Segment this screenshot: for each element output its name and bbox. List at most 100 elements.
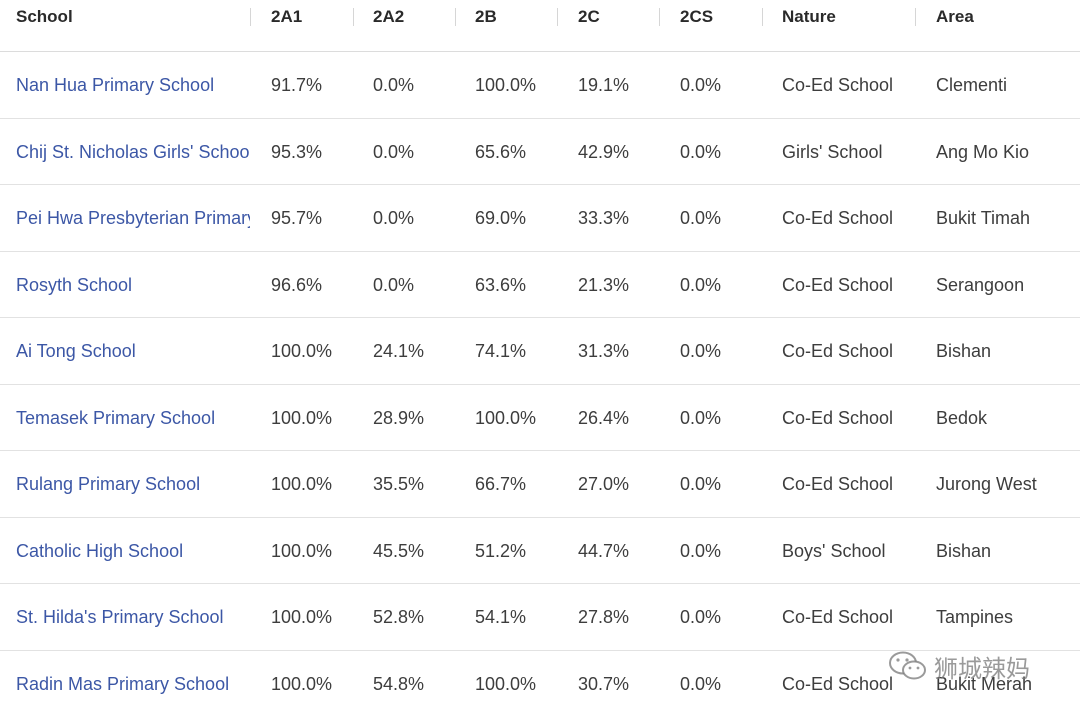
cell-2b: 54.1% — [475, 584, 557, 650]
table-header: School 2A1 2A2 2B 2C 2CS Nature Area — [0, 0, 1080, 52]
school-name[interactable]: St. Hilda's Primary School — [16, 607, 224, 628]
cell-2cs: 0.0% — [680, 651, 762, 717]
school-name[interactable]: Nan Hua Primary School — [16, 75, 214, 96]
cell-2c: 33.3% — [578, 185, 660, 251]
cell-2c: 31.3% — [578, 318, 660, 384]
cell-2a1: 100.0% — [271, 651, 353, 717]
cell-2a2: 0.0% — [373, 252, 455, 318]
cell-area: Bedok — [936, 385, 1076, 451]
school-name[interactable]: Rosyth School — [16, 275, 132, 296]
table-row: Pei Hwa Presbyterian Primary School 95.7… — [0, 185, 1080, 252]
watermark-text: 狮城辣妈 — [934, 649, 1030, 684]
cell-2cs: 0.0% — [680, 119, 762, 185]
table-row: Ai Tong School 100.0% 24.1% 74.1% 31.3% … — [0, 318, 1080, 385]
cell-nature: Boys' School — [782, 518, 914, 584]
cell-2c: 21.3% — [578, 252, 660, 318]
school-link[interactable]: Nan Hua Primary School — [16, 52, 250, 118]
cell-2a2: 35.5% — [373, 451, 455, 517]
header-school[interactable]: School — [16, 0, 250, 51]
school-name[interactable]: Ai Tong School — [16, 341, 136, 362]
cell-2a2: 54.8% — [373, 651, 455, 717]
cell-2a1: 100.0% — [271, 318, 353, 384]
table-row: Rosyth School 96.6% 0.0% 63.6% 21.3% 0.0… — [0, 252, 1080, 319]
cell-2cs: 0.0% — [680, 584, 762, 650]
column-divider — [915, 8, 916, 26]
table-row: Chij St. Nicholas Girls' School 95.3% 0.… — [0, 119, 1080, 186]
cell-2a2: 0.0% — [373, 185, 455, 251]
cell-area: Bishan — [936, 518, 1076, 584]
column-divider — [455, 8, 456, 26]
cell-2c: 26.4% — [578, 385, 660, 451]
cell-2c: 27.0% — [578, 451, 660, 517]
cell-2c: 30.7% — [578, 651, 660, 717]
school-link[interactable]: Chij St. Nicholas Girls' School — [16, 119, 250, 185]
table-row: Catholic High School 100.0% 45.5% 51.2% … — [0, 518, 1080, 585]
header-2a1[interactable]: 2A1 — [271, 0, 353, 51]
cell-2cs: 0.0% — [680, 52, 762, 118]
cell-nature: Girls' School — [782, 119, 914, 185]
column-divider — [557, 8, 558, 26]
cell-2b: 100.0% — [475, 52, 557, 118]
table-row: Temasek Primary School 100.0% 28.9% 100.… — [0, 385, 1080, 452]
watermark: 狮城辣妈 — [888, 646, 1030, 686]
cell-nature: Co-Ed School — [782, 252, 914, 318]
header-2a2[interactable]: 2A2 — [373, 0, 455, 51]
table-row: Rulang Primary School 100.0% 35.5% 66.7%… — [0, 451, 1080, 518]
cell-area: Tampines — [936, 584, 1076, 650]
header-nature[interactable]: Nature — [782, 0, 914, 51]
cell-2c: 44.7% — [578, 518, 660, 584]
cell-2cs: 0.0% — [680, 185, 762, 251]
school-name[interactable]: Catholic High School — [16, 541, 183, 562]
header-2c[interactable]: 2C — [578, 0, 660, 51]
cell-2b: 66.7% — [475, 451, 557, 517]
school-link[interactable]: Ai Tong School — [16, 318, 250, 384]
school-link[interactable]: Pei Hwa Presbyterian Primary School — [16, 185, 250, 251]
cell-area: Clementi — [936, 52, 1076, 118]
column-divider — [762, 8, 763, 26]
cell-2b: 74.1% — [475, 318, 557, 384]
cell-2cs: 0.0% — [680, 252, 762, 318]
header-2cs[interactable]: 2CS — [680, 0, 762, 51]
cell-nature: Co-Ed School — [782, 52, 914, 118]
wechat-icon — [888, 649, 928, 683]
school-link[interactable]: St. Hilda's Primary School — [16, 584, 250, 650]
cell-area: Jurong West — [936, 451, 1076, 517]
header-area[interactable]: Area — [936, 0, 1076, 51]
school-name[interactable]: Radin Mas Primary School — [16, 674, 229, 695]
school-name[interactable]: Rulang Primary School — [16, 474, 200, 495]
cell-2b: 65.6% — [475, 119, 557, 185]
cell-2a1: 100.0% — [271, 451, 353, 517]
cell-2a1: 95.3% — [271, 119, 353, 185]
school-link[interactable]: Rulang Primary School — [16, 451, 250, 517]
cell-2a1: 91.7% — [271, 52, 353, 118]
cell-area: Bishan — [936, 318, 1076, 384]
school-link[interactable]: Radin Mas Primary School — [16, 651, 250, 717]
cell-2c: 42.9% — [578, 119, 660, 185]
cell-2a2: 45.5% — [373, 518, 455, 584]
cell-2b: 100.0% — [475, 385, 557, 451]
school-name[interactable]: Pei Hwa Presbyterian Primary School — [16, 208, 250, 229]
cell-2c: 19.1% — [578, 52, 660, 118]
cell-2b: 100.0% — [475, 651, 557, 717]
school-name[interactable]: Chij St. Nicholas Girls' School — [16, 142, 250, 163]
cell-area: Serangoon — [936, 252, 1076, 318]
cell-nature: Co-Ed School — [782, 385, 914, 451]
school-link[interactable]: Catholic High School — [16, 518, 250, 584]
cell-nature: Co-Ed School — [782, 318, 914, 384]
cell-2a2: 28.9% — [373, 385, 455, 451]
school-link[interactable]: Temasek Primary School — [16, 385, 250, 451]
cell-nature: Co-Ed School — [782, 451, 914, 517]
cell-2c: 27.8% — [578, 584, 660, 650]
school-name[interactable]: Temasek Primary School — [16, 408, 215, 429]
cell-nature: Co-Ed School — [782, 584, 914, 650]
column-divider — [659, 8, 660, 26]
cell-2b: 69.0% — [475, 185, 557, 251]
school-link[interactable]: Rosyth School — [16, 252, 250, 318]
cell-2a2: 52.8% — [373, 584, 455, 650]
cell-2cs: 0.0% — [680, 451, 762, 517]
cell-area: Bukit Timah — [936, 185, 1076, 251]
column-divider — [250, 8, 251, 26]
header-2b[interactable]: 2B — [475, 0, 557, 51]
cell-2b: 51.2% — [475, 518, 557, 584]
